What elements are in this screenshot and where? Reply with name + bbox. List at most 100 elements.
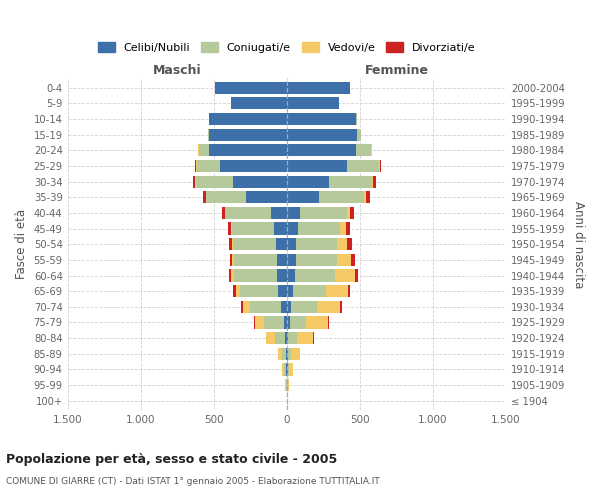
Y-axis label: Anni di nascita: Anni di nascita	[572, 200, 585, 288]
Text: Popolazione per età, sesso e stato civile - 2005: Popolazione per età, sesso e stato civil…	[6, 452, 337, 466]
Bar	[209, 128, 287, 141]
Bar	[234, 254, 277, 266]
Y-axis label: Fasce di età: Fasce di età	[15, 209, 28, 280]
Bar	[256, 316, 264, 328]
Bar	[286, 364, 287, 376]
Bar	[278, 348, 282, 360]
Bar	[275, 332, 286, 344]
Bar	[287, 160, 347, 172]
Bar	[347, 238, 352, 250]
Bar	[246, 191, 287, 203]
Bar	[284, 364, 286, 376]
Bar	[347, 207, 350, 219]
Bar	[281, 300, 287, 313]
Bar	[373, 176, 376, 188]
Bar	[306, 316, 328, 328]
Bar	[203, 191, 206, 203]
Bar	[295, 270, 335, 281]
Bar	[291, 300, 317, 313]
Bar	[206, 191, 246, 203]
Bar	[220, 160, 287, 172]
Bar	[317, 300, 340, 313]
Bar	[348, 285, 350, 298]
Bar	[290, 316, 306, 328]
Bar	[326, 285, 348, 298]
Bar	[356, 113, 357, 125]
Text: Maschi: Maschi	[153, 64, 202, 77]
Bar	[313, 332, 314, 344]
Bar	[208, 128, 209, 141]
Bar	[340, 222, 346, 234]
Bar	[215, 82, 287, 94]
Bar	[233, 238, 276, 250]
Bar	[350, 207, 354, 219]
Bar	[288, 348, 291, 360]
Bar	[319, 191, 364, 203]
Bar	[287, 364, 289, 376]
Bar	[195, 160, 196, 172]
Bar	[328, 316, 329, 328]
Bar	[287, 238, 296, 250]
Bar	[287, 176, 329, 188]
Bar	[229, 238, 232, 250]
Bar	[229, 270, 231, 281]
Bar	[335, 270, 355, 281]
Bar	[379, 160, 380, 172]
Bar	[209, 113, 287, 125]
Bar	[196, 176, 233, 188]
Bar	[288, 379, 289, 391]
Bar	[300, 207, 347, 219]
Bar	[232, 254, 234, 266]
Bar	[231, 270, 234, 281]
Bar	[222, 207, 224, 219]
Bar	[233, 176, 287, 188]
Bar	[281, 364, 284, 376]
Bar	[277, 254, 287, 266]
Bar	[287, 98, 340, 110]
Bar	[286, 379, 287, 391]
Bar	[351, 254, 355, 266]
Bar	[193, 176, 196, 188]
Bar	[287, 348, 288, 360]
Bar	[380, 160, 381, 172]
Bar	[274, 222, 287, 234]
Bar	[241, 300, 243, 313]
Bar	[329, 176, 371, 188]
Bar	[285, 379, 286, 391]
Bar	[371, 176, 373, 188]
Bar	[286, 348, 287, 360]
Bar	[228, 222, 231, 234]
Bar	[287, 207, 300, 219]
Bar	[347, 160, 379, 172]
Bar	[287, 285, 293, 298]
Bar	[293, 285, 326, 298]
Bar	[232, 222, 274, 234]
Bar	[277, 270, 287, 281]
Bar	[364, 191, 367, 203]
Bar	[282, 348, 286, 360]
Bar	[287, 300, 291, 313]
Bar	[298, 222, 340, 234]
Bar	[278, 285, 287, 298]
Bar	[240, 285, 278, 298]
Bar	[340, 300, 341, 313]
Bar	[197, 144, 199, 156]
Bar	[286, 332, 287, 344]
Bar	[287, 82, 350, 94]
Bar	[199, 144, 209, 156]
Bar	[287, 254, 296, 266]
Bar	[287, 128, 357, 141]
Bar	[224, 207, 226, 219]
Bar	[289, 364, 293, 376]
Bar	[231, 98, 287, 110]
Bar	[296, 238, 337, 250]
Bar	[254, 316, 256, 328]
Bar	[243, 300, 250, 313]
Bar	[197, 160, 220, 172]
Bar	[284, 316, 287, 328]
Bar	[367, 191, 370, 203]
Bar	[287, 332, 288, 344]
Bar	[337, 254, 351, 266]
Bar	[287, 270, 295, 281]
Bar	[287, 379, 288, 391]
